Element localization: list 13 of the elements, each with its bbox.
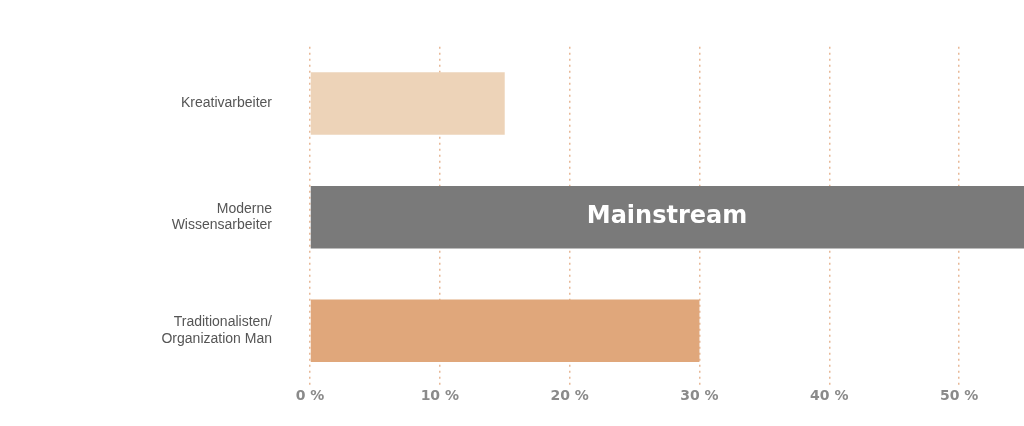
y-tick-label: Kreativarbeiter	[180, 94, 273, 111]
x-tick-label: 0 %	[295, 386, 325, 403]
x-tick-label: 30 %	[680, 386, 719, 403]
x-tick-label: 20 %	[550, 386, 589, 403]
bar	[310, 72, 505, 135]
annotation: Mainstream	[586, 201, 748, 230]
bar	[310, 299, 700, 363]
x-tick-label: 10 %	[420, 386, 460, 403]
bar	[310, 185, 1024, 249]
x-tick-label: 40 %	[810, 386, 849, 403]
y-tick-label: Moderne Wissensarbeiter	[171, 199, 273, 233]
y-tick-label: Traditionalisten/ Organization Man	[161, 313, 273, 347]
x-tick-label: 50 %	[939, 386, 979, 403]
